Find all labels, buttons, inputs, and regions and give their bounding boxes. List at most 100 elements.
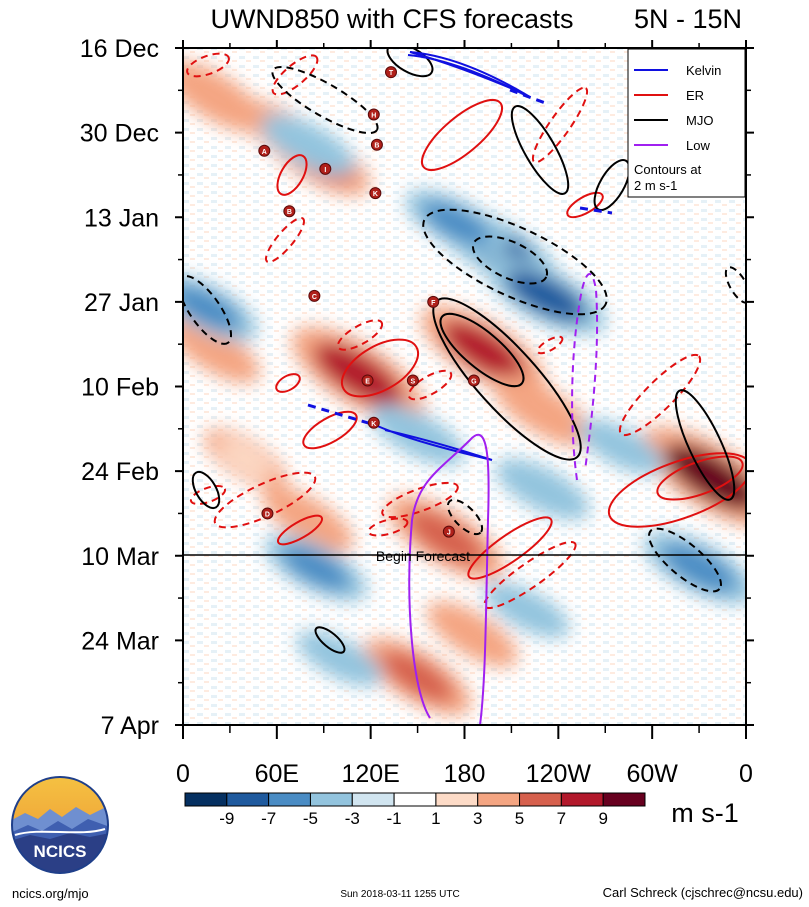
storm-marker-dot — [361, 374, 374, 387]
storm-marker-13: D — [261, 507, 274, 520]
storm-marker-label: H — [371, 112, 376, 119]
anomaly-blob-9 — [381, 650, 454, 703]
colorbar-units: m s-1 — [671, 798, 739, 828]
storm-marker-8: F — [427, 295, 440, 308]
er-contour — [302, 410, 358, 450]
anomaly-blob-8 — [406, 509, 485, 566]
kelvin-contour-negative — [307, 403, 376, 427]
er-contour — [275, 373, 301, 393]
mjo-contour — [439, 312, 525, 388]
anomaly-blob-7 — [217, 439, 274, 479]
kelvin-contour-negative — [509, 88, 549, 106]
storm-marker-label: S — [411, 378, 416, 385]
legend-label-mjo: MJO — [686, 113, 713, 128]
mjo-contour-negative — [446, 498, 484, 536]
colorbar-swatch-5 — [393, 792, 437, 807]
er-contour-negative — [381, 481, 459, 519]
legend-label-kelvin: Kelvin — [686, 63, 721, 78]
kelvin-contour — [374, 424, 493, 461]
storm-markers: T H B A I K B C F E S G K D J — [258, 66, 480, 538]
x-tick-label-4: 120W — [526, 760, 592, 788]
wave-contours — [183, 48, 746, 725]
colorbar-tick-label-3: -3 — [345, 809, 360, 828]
storm-marker-label: G — [471, 378, 477, 385]
x-tick-label-0: 0 — [176, 760, 190, 788]
er-contour-negative — [186, 52, 230, 78]
storm-marker-1: H — [367, 108, 380, 121]
storm-marker-14: J — [442, 525, 455, 538]
forecast-start-label: Begin Forecast — [376, 548, 470, 564]
y-tick-label-2: 13 Jan — [84, 204, 159, 232]
storm-marker-dot — [427, 295, 440, 308]
er-contour — [276, 154, 308, 196]
footer-website: ncics.org/mjo — [12, 886, 89, 901]
colorbar-tick-label-8: 7 — [557, 809, 566, 828]
er-contour-negative — [483, 540, 577, 610]
anomaly-blob-17 — [661, 543, 737, 592]
colorbar-tick-label-2: -5 — [303, 809, 318, 828]
storm-marker-9: E — [361, 374, 374, 387]
storm-marker-label: T — [389, 70, 394, 77]
mjo-contour-negative — [648, 527, 722, 593]
colorbar-swatch-1 — [226, 792, 270, 807]
anomaly-blob-16 — [183, 285, 241, 331]
legend-label-er: ER — [686, 88, 704, 103]
storm-marker-dot — [384, 66, 397, 79]
storm-marker-dot — [442, 525, 455, 538]
storm-marker-dot — [319, 162, 332, 175]
storm-marker-3: A — [258, 144, 271, 157]
storm-marker-4: I — [319, 162, 332, 175]
storm-marker-7: C — [308, 289, 321, 302]
y-tick-label-1: 30 Dec — [80, 120, 159, 148]
y-tick-label-3: 27 Jan — [84, 289, 159, 317]
er-contour-negative — [336, 319, 384, 351]
mjo-contour-negative — [471, 235, 549, 285]
mjo-contour — [510, 105, 570, 195]
anomaly-blob-6 — [183, 328, 245, 373]
er-contour — [607, 452, 746, 528]
colorbar-tick-label-6: 3 — [473, 809, 482, 828]
x-tick-label-3: 180 — [444, 760, 486, 788]
storm-marker-label: F — [431, 300, 436, 307]
storm-marker-0: T — [384, 66, 397, 79]
anomaly-blob-4 — [441, 320, 525, 380]
storm-marker-label: K — [373, 191, 378, 198]
storm-marker-dot — [261, 507, 274, 520]
storm-marker-dot — [467, 374, 480, 387]
anomaly-blob-14 — [505, 269, 586, 322]
low-contour-negative — [571, 273, 599, 481]
anomaly-blob-12 — [277, 497, 339, 542]
mjo-contour — [314, 626, 346, 654]
ncics-logo: NCICS — [11, 776, 109, 874]
y-axis: 16 Dec 30 Dec 13 Jan 27 Jan 10 Feb 24 Feb 10 M… — [80, 35, 754, 740]
anomaly-blob-24 — [592, 428, 650, 466]
colorbar-swatch-2 — [268, 792, 311, 807]
colorbar-swatch-4 — [351, 792, 395, 807]
x-tick-label-6: 0 — [739, 760, 753, 788]
colorbar-swatch-7 — [477, 792, 521, 807]
er-contour-negative — [264, 216, 306, 264]
anomaly-blob-11 — [509, 386, 576, 435]
colorbar-tick-label-9: 9 — [598, 809, 607, 828]
er-contour — [276, 514, 324, 546]
er-contour — [566, 191, 604, 219]
colorbar-swatch-0 — [184, 792, 228, 807]
colorbar: -9 -7 -5 -3 -1 1 3 5 7 9 — [184, 792, 646, 828]
anomaly-blob-19 — [276, 124, 340, 166]
anomaly-blob-10 — [441, 612, 503, 657]
storm-marker-label: I — [324, 167, 326, 174]
mjo-contour — [593, 159, 631, 211]
er-contour — [420, 99, 504, 171]
colorbar-tick-label-4: -1 — [387, 809, 402, 828]
colorbar-swatch-8 — [519, 792, 562, 807]
anomaly-blob-15 — [422, 201, 491, 246]
legend-note-line2: 2 m s-1 — [634, 178, 677, 193]
mjo-contour — [386, 48, 434, 78]
anomaly-blob-22 — [310, 639, 368, 678]
kelvin-contour-negative — [579, 206, 613, 215]
er-contour-negative — [407, 369, 453, 401]
colorbar-tick-label-0: -9 — [219, 809, 234, 828]
chart-region: 5N - 15N — [634, 4, 742, 34]
storm-marker-10: S — [406, 374, 419, 387]
